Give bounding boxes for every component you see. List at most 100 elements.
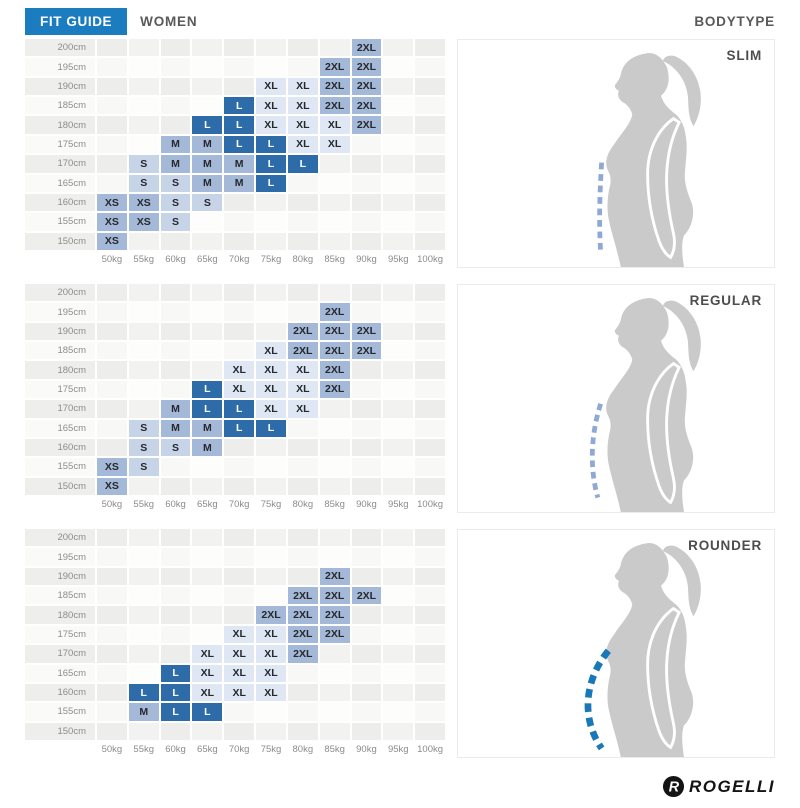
empty-cell: [97, 645, 127, 663]
size-cell: 2XL: [287, 342, 318, 360]
empty-cell: [415, 438, 445, 457]
weight-label: 95kg: [387, 499, 409, 511]
empty-cell: [319, 39, 350, 57]
empty-cell: [287, 39, 318, 57]
empty-cell: [256, 322, 286, 341]
height-label: 200cm: [25, 529, 95, 547]
footer: R ROGELLI: [662, 775, 775, 798]
empty-cell: [287, 232, 318, 250]
empty-cell: [383, 77, 414, 96]
size-cell: XL: [287, 77, 318, 96]
height-label: 155cm: [25, 458, 95, 476]
empty-cell: [160, 458, 191, 476]
empty-cell: [415, 606, 445, 624]
bodytype-figure: ROUNDER: [457, 529, 775, 758]
size-cell: 2XL: [319, 77, 350, 96]
weight-label: 70kg: [228, 744, 250, 756]
height-label: 170cm: [25, 400, 95, 418]
empty-cell: [192, 97, 223, 115]
empty-cell: [351, 361, 382, 379]
size-grid: 200cm 195cm 2XL 190cm 2XL 2XL 2XL 185cm XL 2XL 2XL…: [25, 284, 445, 513]
empty-cell: [256, 213, 286, 231]
size-cell: XL: [256, 380, 286, 399]
weight-label: 90kg: [356, 254, 377, 266]
empty-cell: [192, 322, 223, 341]
size-cell: 2XL: [351, 58, 382, 76]
empty-cell: [256, 567, 286, 586]
empty-cell: [224, 722, 255, 740]
empty-cell: [192, 342, 223, 360]
size-cell: M: [160, 155, 191, 173]
empty-cell: [351, 303, 382, 321]
size-cell: 2XL: [319, 567, 350, 586]
empty-cell: [415, 232, 445, 250]
belly-curve-dashes: [589, 403, 603, 499]
weight-label: 100kg: [417, 499, 444, 511]
weight-label: 60kg: [165, 499, 186, 511]
empty-cell: [415, 400, 445, 418]
empty-cell: [160, 548, 191, 566]
empty-cell: [319, 174, 350, 192]
empty-cell: [287, 529, 318, 547]
size-cell: XL: [256, 77, 286, 96]
empty-cell: [160, 303, 191, 321]
size-cell: L: [192, 703, 223, 721]
empty-cell: [224, 548, 255, 566]
belly-curve-dashes: [584, 648, 611, 751]
empty-cell: [128, 342, 159, 360]
weight-label: 50kg: [101, 499, 123, 511]
weight-label: 80kg: [292, 499, 314, 511]
size-cell: XL: [224, 361, 255, 379]
empty-cell: [383, 548, 414, 566]
size-cell: 2XL: [351, 587, 382, 605]
empty-cell: [128, 606, 159, 624]
empty-cell: [415, 342, 445, 360]
size-cell: L: [128, 683, 159, 702]
weight-label: 50kg: [101, 744, 123, 756]
size-cell: 2XL: [287, 606, 318, 624]
empty-cell: [351, 529, 382, 547]
empty-cell: [383, 39, 414, 57]
height-label: 185cm: [25, 342, 95, 360]
size-cell: S: [128, 419, 159, 437]
empty-cell: [224, 529, 255, 547]
empty-cell: [97, 606, 127, 624]
empty-cell: [415, 587, 445, 605]
empty-cell: [192, 303, 223, 321]
size-cell: XL: [256, 342, 286, 360]
empty-cell: [160, 587, 191, 605]
empty-cell: [224, 303, 255, 321]
gender-label: WOMEN: [140, 13, 198, 29]
weight-label: 60kg: [165, 254, 186, 266]
size-cell: XL: [319, 116, 350, 134]
size-cell: 2XL: [319, 380, 350, 399]
bodytype-panel: 200cm 195cm 190cm 2XL 185cm 2XL 2XL 2XL 180cm 2XL…: [25, 529, 775, 758]
empty-cell: [383, 645, 414, 663]
size-cell: 2XL: [287, 322, 318, 341]
height-label: 200cm: [25, 39, 95, 57]
size-cell: M: [192, 174, 223, 192]
empty-cell: [192, 39, 223, 57]
size-cell: 2XL: [256, 606, 286, 624]
empty-cell: [224, 213, 255, 231]
ponytail-shape: [662, 300, 701, 372]
empty-cell: [192, 529, 223, 547]
size-cell: 2XL: [319, 303, 350, 321]
empty-cell: [160, 342, 191, 360]
size-grid: 200cm 2XL 195cm 2XL 2XL 190cm XL XL 2XL 2XL 185cm L…: [25, 39, 445, 268]
height-label: 165cm: [25, 174, 95, 192]
empty-cell: [287, 722, 318, 740]
size-cell: M: [224, 174, 255, 192]
weight-label: 65kg: [197, 499, 218, 511]
empty-cell: [224, 438, 255, 457]
belly-curve-dashes: [597, 162, 605, 253]
empty-cell: [383, 303, 414, 321]
weight-label: 95kg: [387, 744, 409, 756]
empty-cell: [224, 193, 255, 212]
empty-cell: [192, 587, 223, 605]
size-cell: XS: [128, 193, 159, 212]
height-label: 150cm: [25, 232, 95, 250]
empty-cell: [319, 400, 350, 418]
size-cell: S: [128, 438, 159, 457]
size-cell: XL: [287, 97, 318, 115]
